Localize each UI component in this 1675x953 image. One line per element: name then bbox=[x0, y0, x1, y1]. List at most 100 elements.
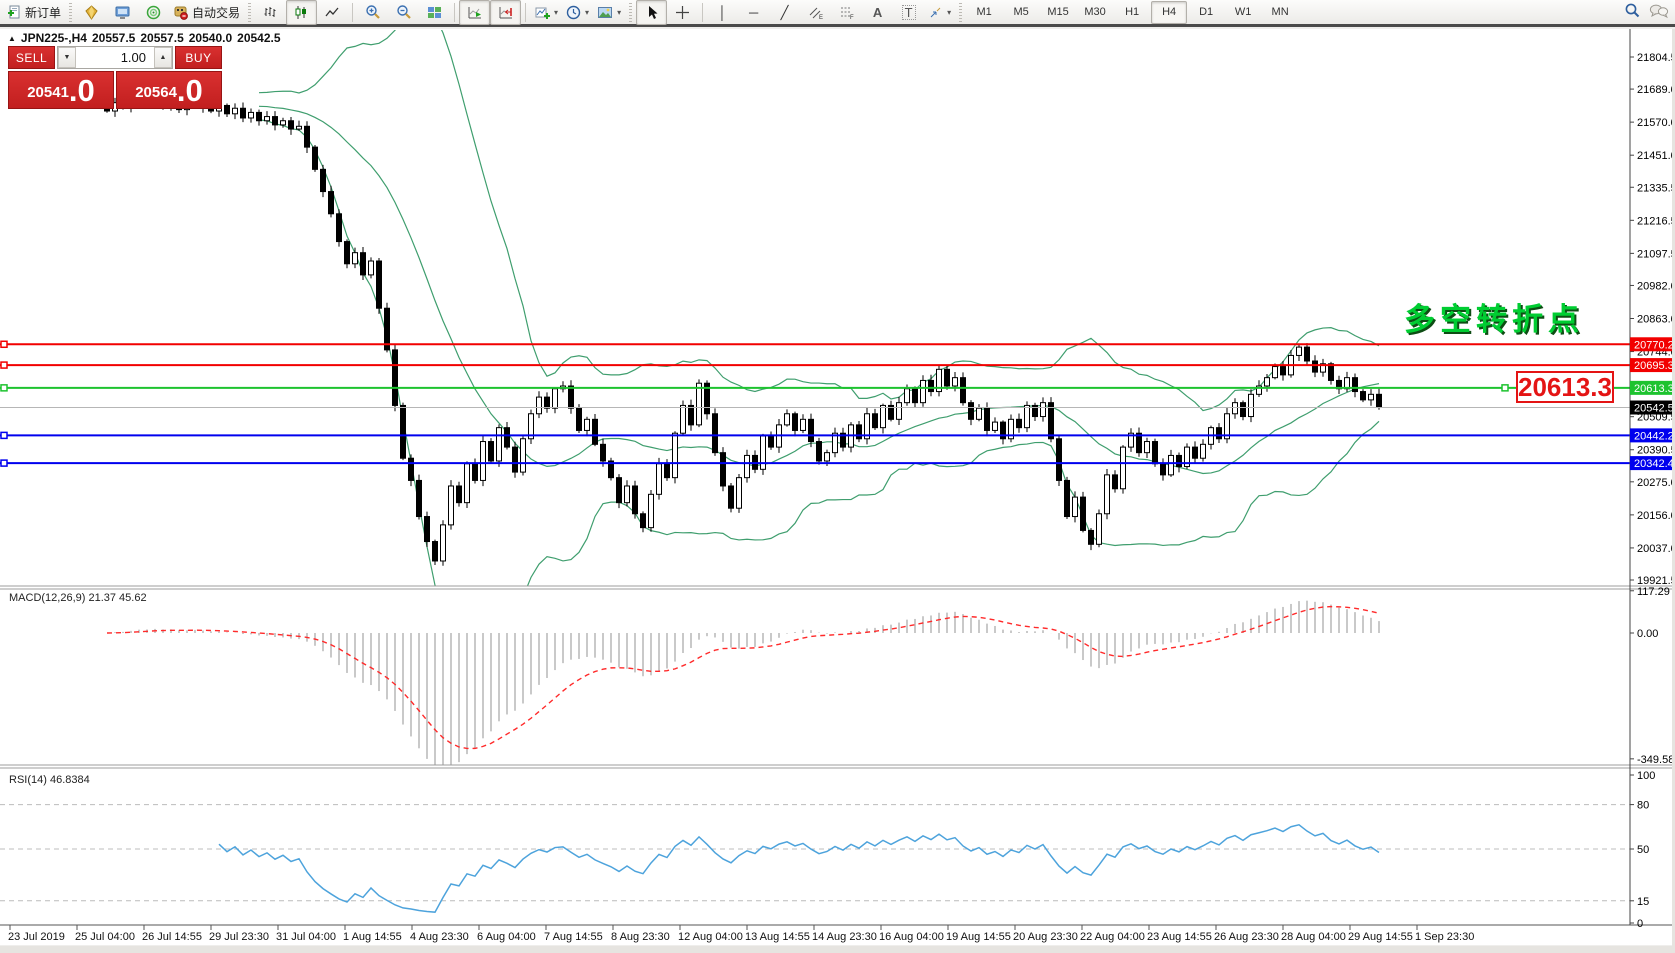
cursor-button[interactable] bbox=[636, 0, 668, 25]
crosshair-button[interactable] bbox=[667, 0, 698, 25]
auto-scroll-button[interactable] bbox=[459, 0, 491, 25]
axis-tick-label: 21335.5 bbox=[1637, 182, 1675, 194]
date-tick-label: 22 Aug 04:00 bbox=[1080, 931, 1145, 943]
axis-tick-label: 21689.0 bbox=[1637, 84, 1675, 96]
axis-tick-label: 21804.5 bbox=[1637, 52, 1675, 64]
window-right-edge bbox=[1672, 29, 1675, 953]
zoom-out-icon bbox=[396, 5, 411, 19]
tab-timeframe-H1[interactable]: H1 bbox=[1125, 6, 1140, 18]
arrows-icon bbox=[930, 7, 941, 17]
rsi-pane bbox=[0, 804, 1630, 913]
toolbar-grip bbox=[629, 2, 633, 22]
equidistant-channel-button[interactable]: E bbox=[800, 0, 831, 25]
indicators-button[interactable]: ▾ bbox=[530, 0, 562, 25]
symbol-period-label: JPN225-,H4 bbox=[20, 31, 87, 45]
bar-chart-button[interactable] bbox=[255, 0, 286, 25]
sell-button[interactable]: SELL bbox=[8, 46, 55, 69]
volume-decrease-button[interactable]: ▼ bbox=[58, 47, 76, 68]
chat-icon[interactable] bbox=[1649, 3, 1669, 19]
tab-timeframe-H4[interactable]: H4 bbox=[1151, 0, 1188, 24]
axis-tick-label: 50 bbox=[1637, 844, 1649, 856]
axis-tick-label: 20982.0 bbox=[1637, 280, 1675, 292]
new-order-icon bbox=[8, 5, 20, 18]
date-tick-label: 8 Aug 23:30 bbox=[611, 931, 670, 943]
buy-price-button[interactable]: 20564 .0 bbox=[116, 71, 222, 109]
template-icon bbox=[598, 6, 613, 18]
vertical-line-button[interactable]: │ bbox=[707, 0, 738, 25]
turning-point-annotation[interactable]: 多空转折点 bbox=[1404, 302, 1584, 337]
tab-timeframe-W1[interactable]: W1 bbox=[1234, 6, 1252, 18]
axis-tick-label: 21451.0 bbox=[1637, 150, 1675, 162]
gem-button[interactable] bbox=[76, 0, 107, 25]
tab-timeframe-M5[interactable]: M5 bbox=[1013, 6, 1029, 18]
candlestick-button[interactable] bbox=[286, 0, 318, 25]
dropdown-caret-icon: ▾ bbox=[585, 7, 590, 17]
indicators-icon bbox=[535, 7, 551, 19]
arrows-button[interactable]: ▾ bbox=[924, 0, 955, 25]
trendline-button[interactable]: ╱ bbox=[769, 0, 800, 25]
axis-tick-label: 20390.5 bbox=[1637, 445, 1675, 457]
search-icon[interactable] bbox=[1624, 2, 1641, 19]
text-label-button[interactable]: T bbox=[893, 0, 924, 25]
sell-price-main: 20541 bbox=[27, 84, 69, 101]
price-tags: 20770.2 20695.3 20613.3 20442.2 20342.4 20542… bbox=[1630, 337, 1674, 471]
autotrade-button[interactable]: 自动交易 bbox=[169, 0, 244, 25]
volume-increase-button[interactable]: ▲ bbox=[154, 47, 172, 68]
zoom-in-button[interactable] bbox=[357, 0, 388, 25]
collapse-icon[interactable]: ▲ bbox=[8, 33, 16, 43]
candles bbox=[104, 89, 1382, 566]
periods-button[interactable]: ▾ bbox=[562, 0, 593, 25]
horizontal-line-button[interactable]: ─ bbox=[738, 0, 769, 25]
buy-price-pips: .0 bbox=[176, 73, 203, 108]
axis-tick-label: 21097.5 bbox=[1637, 248, 1675, 260]
tab-timeframe-D1[interactable]: D1 bbox=[1199, 6, 1214, 18]
buy-button[interactable]: BUY bbox=[175, 46, 222, 69]
bar-chart-icon bbox=[264, 6, 276, 17]
sell-price-button[interactable]: 20541 .0 bbox=[8, 71, 114, 109]
date-tick-label: 14 Aug 23:30 bbox=[812, 931, 877, 943]
axis-tick-label: 100 bbox=[1637, 770, 1655, 782]
axis-tick-label: 19921.5 bbox=[1637, 575, 1675, 587]
line-chart-button[interactable] bbox=[317, 0, 348, 25]
date-tick-label: 28 Aug 04:00 bbox=[1281, 931, 1346, 943]
chart-shift-button[interactable] bbox=[490, 0, 522, 25]
toolbar-separator bbox=[702, 2, 704, 22]
price-tag-label: 20542.5 bbox=[1634, 403, 1674, 415]
terminal-button[interactable] bbox=[107, 0, 138, 25]
date-tick-label: 19 Aug 14:55 bbox=[946, 931, 1011, 943]
tab-timeframe-M30[interactable]: M30 bbox=[1084, 6, 1106, 18]
trendline-icon: ╱ bbox=[780, 4, 789, 20]
templates-button[interactable]: ▾ bbox=[593, 0, 625, 25]
horizontal-levels[interactable] bbox=[0, 340, 1630, 467]
zoom-out-button[interactable] bbox=[388, 0, 419, 25]
volume-input[interactable]: 1.00 bbox=[120, 50, 146, 65]
chart-title: ▲ JPN225-,H4 20557.5 20557.5 20540.0 205… bbox=[8, 31, 281, 45]
date-tick-label: 23 Aug 14:55 bbox=[1147, 931, 1212, 943]
date-tick-label: 1 Sep 23:30 bbox=[1415, 931, 1474, 943]
sell-price-pips: .0 bbox=[68, 73, 95, 108]
new-order-button[interactable]: 新订单 bbox=[3, 0, 65, 25]
date-tick-label: 13 Aug 14:55 bbox=[745, 931, 810, 943]
toolbar-grip bbox=[69, 2, 73, 22]
date-tick-label: 12 Aug 04:00 bbox=[678, 931, 743, 943]
axis-tick-label: 20863.0 bbox=[1637, 314, 1675, 326]
autotrade-label: 自动交易 bbox=[192, 5, 241, 20]
price-axis: 21804.5 21689.0 21570.0 21451.0 21335.5 21216… bbox=[1630, 52, 1675, 930]
axis-tick-label: 80 bbox=[1637, 800, 1649, 812]
chart-background bbox=[0, 29, 1673, 945]
signal-button[interactable] bbox=[138, 0, 169, 25]
tab-timeframe-MN[interactable]: MN bbox=[1271, 6, 1289, 18]
fibonacci-button[interactable]: F bbox=[831, 0, 862, 25]
date-tick-label: 20 Aug 23:30 bbox=[1013, 931, 1078, 943]
macd-indicator-label: MACD(12,26,9) 21.37 45.62 bbox=[9, 592, 147, 604]
volume-stepper: ▼ 1.00 ▲ bbox=[57, 46, 173, 69]
axis-tick-label: 21570.0 bbox=[1637, 117, 1675, 129]
date-tick-label: 26 Aug 23:30 bbox=[1214, 931, 1279, 943]
price-box-annotation[interactable]: 20613.3 bbox=[1516, 371, 1614, 403]
tile-windows-button[interactable] bbox=[419, 0, 450, 25]
text-button[interactable]: A bbox=[862, 0, 893, 25]
tab-timeframe-M1[interactable]: M1 bbox=[976, 6, 992, 18]
tab-timeframe-M15[interactable]: M15 bbox=[1047, 6, 1069, 18]
line-chart-icon bbox=[325, 7, 339, 16]
